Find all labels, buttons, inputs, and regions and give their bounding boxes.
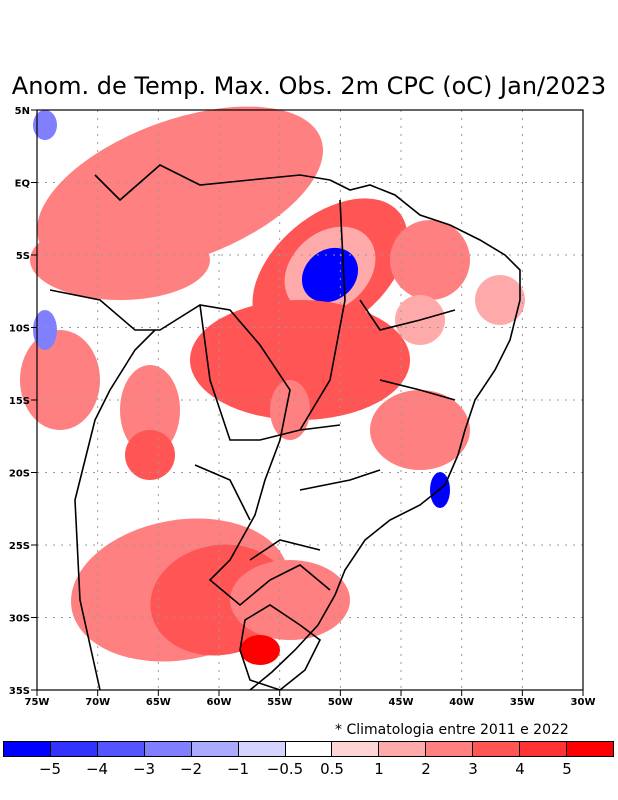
lon-label: 65W xyxy=(146,697,171,708)
lat-label: 35S xyxy=(9,686,30,697)
anomaly-region xyxy=(370,390,470,470)
colorbar-swatch xyxy=(50,742,98,756)
colorbar-label: 5 xyxy=(562,760,572,778)
colorbar-labels: −5 −4 −3 −2 −1 −0.5 0.5 1 2 3 4 5 xyxy=(0,760,618,780)
colorbar-label: 2 xyxy=(421,760,431,778)
coastline xyxy=(249,179,521,691)
brazil-border xyxy=(49,164,331,607)
lon-label: 75W xyxy=(25,697,50,708)
lat-label: 5S xyxy=(16,251,30,262)
lon-label: 50W xyxy=(328,697,353,708)
anomaly-region xyxy=(120,365,180,455)
lon-label: 30W xyxy=(571,697,596,708)
colorbar-label: 4 xyxy=(515,760,525,778)
inner-borders xyxy=(74,199,456,691)
colorbar-swatch xyxy=(97,742,145,756)
colorbar-swatch xyxy=(473,742,521,756)
lon-label: 45W xyxy=(389,697,414,708)
anomaly-region xyxy=(270,380,310,440)
anomaly-region xyxy=(475,275,525,325)
uruguay-border xyxy=(239,604,322,691)
colorbar-swatch xyxy=(426,742,474,756)
lat-label: 10S xyxy=(9,324,30,335)
country-borders xyxy=(49,164,521,691)
colorbar-label: −4 xyxy=(85,760,109,778)
lat-label: 25S xyxy=(9,541,30,552)
lat-label: 30S xyxy=(9,614,30,625)
colorbar-swatch xyxy=(144,742,192,756)
anomaly-region xyxy=(33,110,57,140)
lat-label: 20S xyxy=(9,469,30,480)
lat-label: 5N xyxy=(15,106,30,117)
lat-ticks: 5N EQ 5S 10S 15S 20S 25S 30S 35S xyxy=(9,106,37,697)
colorbar-swatch xyxy=(238,742,286,756)
climatology-note: * Climatologia entre 2011 e 2022 xyxy=(335,722,569,738)
lon-label: 70W xyxy=(85,697,110,708)
lon-label: 60W xyxy=(207,697,232,708)
colorbar-swatch xyxy=(379,742,427,756)
anomaly-region xyxy=(390,220,470,300)
anomaly-region xyxy=(125,430,175,480)
colorbar-swatch xyxy=(285,742,333,756)
colorbar-label: −3 xyxy=(132,760,156,778)
colorbar-label: −5 xyxy=(38,760,62,778)
anomaly-region xyxy=(30,220,210,300)
colorbar-swatch xyxy=(520,742,568,756)
anomaly-region xyxy=(20,330,100,430)
lon-label: 55W xyxy=(267,697,292,708)
colorbar-swatch xyxy=(4,742,51,756)
anomaly-region xyxy=(190,300,410,420)
lat-label: 15S xyxy=(9,396,30,407)
colorbar xyxy=(3,741,614,757)
lon-label: 35W xyxy=(510,697,535,708)
anomaly-region xyxy=(240,635,280,665)
colorbar-swatch xyxy=(332,742,380,756)
colorbar-label: 3 xyxy=(468,760,478,778)
map-title: Anom. de Temp. Max. Obs. 2m CPC (oC) Jan… xyxy=(11,72,607,100)
colorbar-swatch xyxy=(567,742,613,756)
lon-label: 40W xyxy=(449,697,474,708)
colorbar-label: 0.5 xyxy=(320,760,344,778)
colorbar-label: 1 xyxy=(374,760,384,778)
colorbar-label: −2 xyxy=(179,760,203,778)
anomaly-map: 5N EQ 5S 10S 15S 20S 25S 30S 35S 75W 70W 65W 60W 55W… xyxy=(9,106,596,708)
lon-ticks: 75W 70W 65W 60W 55W 50W 45W 40W 35W 30W xyxy=(25,690,596,708)
anomaly-region xyxy=(33,310,57,350)
gridlines xyxy=(37,110,583,690)
colorbar-label: −1 xyxy=(226,760,250,778)
colorbar-label: −0.5 xyxy=(266,760,304,778)
colorbar-swatch xyxy=(191,742,239,756)
lat-label: EQ xyxy=(15,179,30,190)
